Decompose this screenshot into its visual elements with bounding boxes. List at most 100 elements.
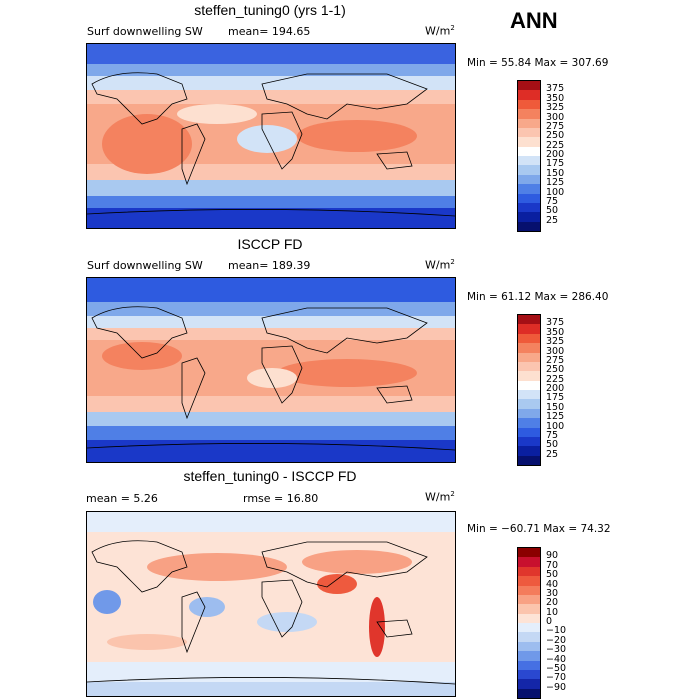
colorbar-segment: [518, 446, 540, 456]
colorbar-tick-label: 25: [546, 448, 559, 460]
colorbar-segment: [518, 679, 540, 689]
panel2-title: ISCCP FD: [237, 236, 303, 252]
colorbar-segment: [518, 688, 540, 698]
colorbar-tick-label: 20: [546, 597, 559, 609]
colorbar-tick-label: −50: [546, 662, 567, 674]
colorbar-tick-label: 125: [546, 411, 565, 423]
colorbar-tick-label: −10: [546, 625, 567, 637]
colorbar-tick-label: 50: [546, 439, 559, 451]
colorbar-segment: [518, 90, 540, 100]
panel1-mean: mean= 194.65: [228, 25, 311, 38]
panel2-mean: mean= 189.39: [228, 259, 311, 272]
colorbar-segment: [518, 418, 540, 428]
colorbar-segment: [518, 427, 540, 437]
colorbar-segment: [518, 566, 540, 577]
panel2-variable: Surf downwelling SW: [87, 259, 203, 272]
colorbar-tick-label: −40: [546, 653, 567, 665]
colorbar-tick-label: 150: [546, 401, 565, 413]
colorbar-segment: [518, 585, 540, 595]
colorbar-tick-label: 250: [546, 364, 565, 376]
colorbar-segment: [518, 669, 540, 680]
colorbar-tick-label: 125: [546, 177, 565, 189]
colorbar-segment: [518, 604, 540, 614]
colorbar-tick-label: 75: [546, 195, 559, 207]
panel2-minmax: Min = 61.12 Max = 286.40: [467, 291, 609, 303]
colorbar-segment: [518, 165, 540, 175]
colorbar-tick-label: 275: [546, 354, 565, 366]
panel3-map: [86, 511, 456, 697]
colorbar-segment: [518, 137, 540, 147]
panel2-map: [86, 277, 456, 463]
colorbar-tick-label: 350: [546, 92, 565, 104]
colorbar-segment: [518, 324, 540, 334]
panel3-title: steffen_tuning0 - ISCCP FD: [183, 468, 357, 484]
colorbar-tick-label: −90: [546, 681, 567, 693]
colorbar-segment: [518, 548, 540, 558]
colorbar-segment: [518, 557, 540, 567]
colorbar-tick-label: 25: [546, 214, 559, 226]
colorbar-tick-label: 175: [546, 392, 565, 404]
colorbar-segment: [518, 455, 540, 465]
colorbar-segment: [518, 651, 540, 661]
colorbar-tick-label: 350: [546, 326, 565, 338]
colorbar-tick-label: 250: [546, 130, 565, 142]
colorbar-tick-label: −30: [546, 644, 567, 656]
colorbar-segment: [518, 127, 540, 138]
panel1-map: [86, 43, 456, 229]
colorbar-segment: [518, 436, 540, 447]
colorbar-tick-label: 325: [546, 336, 565, 348]
colorbar-tick-label: 325: [546, 102, 565, 114]
colorbar-segment: [518, 408, 540, 419]
colorbar-tick-label: 175: [546, 158, 565, 170]
panel3-colorbar: [517, 547, 541, 699]
colorbar-tick-label: 30: [546, 587, 559, 599]
colorbar-segment: [518, 623, 540, 633]
colorbar-segment: [518, 99, 540, 110]
colorbar-segment: [518, 343, 540, 353]
panel1-title: steffen_tuning0 (yrs 1-1): [194, 2, 346, 18]
colorbar-tick-label: 70: [546, 559, 559, 571]
panel3-mean: mean = 5.26: [86, 492, 158, 505]
colorbar-tick-label: 225: [546, 139, 565, 151]
colorbar-segment: [518, 380, 540, 390]
colorbar-tick-label: 50: [546, 205, 559, 217]
colorbar-tick-label: 100: [546, 420, 565, 432]
colorbar-segment: [518, 390, 540, 400]
colorbar-tick-label: 375: [546, 317, 565, 329]
colorbar-segment: [518, 399, 540, 409]
panel1-colorbar: [517, 80, 541, 232]
colorbar-segment: [518, 174, 540, 185]
colorbar-tick-label: 375: [546, 83, 565, 95]
panel3-rmse: rmse = 16.80: [243, 492, 319, 505]
colorbar-tick-label: 75: [546, 429, 559, 441]
panel3-minmax: Min = −60.71 Max = 74.32: [467, 523, 611, 535]
colorbar-segment: [518, 156, 540, 166]
colorbar-segment: [518, 118, 540, 128]
colorbar-segment: [518, 352, 540, 362]
colorbar-segment: [518, 613, 540, 623]
colorbar-segment: [518, 641, 540, 652]
colorbar-segment: [518, 193, 540, 203]
colorbar-segment: [518, 371, 540, 381]
colorbar-tick-label: 10: [546, 606, 559, 618]
colorbar-tick-label: 90: [546, 550, 559, 562]
colorbar-tick-label: 150: [546, 167, 565, 179]
colorbar-segment: [518, 221, 540, 231]
colorbar-segment: [518, 315, 540, 325]
colorbar-segment: [518, 333, 540, 344]
colorbar-segment: [518, 576, 540, 586]
colorbar-tick-label: 300: [546, 345, 565, 357]
colorbar-tick-label: −70: [546, 672, 567, 684]
colorbar-tick-label: 50: [546, 569, 559, 581]
colorbar-segment: [518, 594, 540, 605]
colorbar-segment: [518, 81, 540, 91]
panel1-minmax: Min = 55.84 Max = 307.69: [467, 57, 609, 69]
colorbar-segment: [518, 109, 540, 119]
colorbar-tick-label: 200: [546, 149, 565, 160]
colorbar-segment: [518, 184, 540, 194]
colorbar-tick-label: 225: [546, 373, 565, 385]
colorbar-segment: [518, 202, 540, 213]
colorbar-tick-label: 100: [546, 186, 565, 198]
colorbar-segment: [518, 632, 540, 642]
colorbar-tick-label: 200: [546, 383, 565, 394]
